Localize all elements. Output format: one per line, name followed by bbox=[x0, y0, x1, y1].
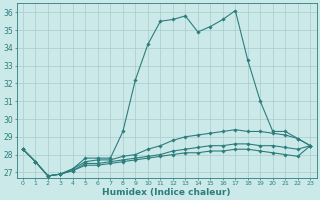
X-axis label: Humidex (Indice chaleur): Humidex (Indice chaleur) bbox=[102, 188, 231, 197]
